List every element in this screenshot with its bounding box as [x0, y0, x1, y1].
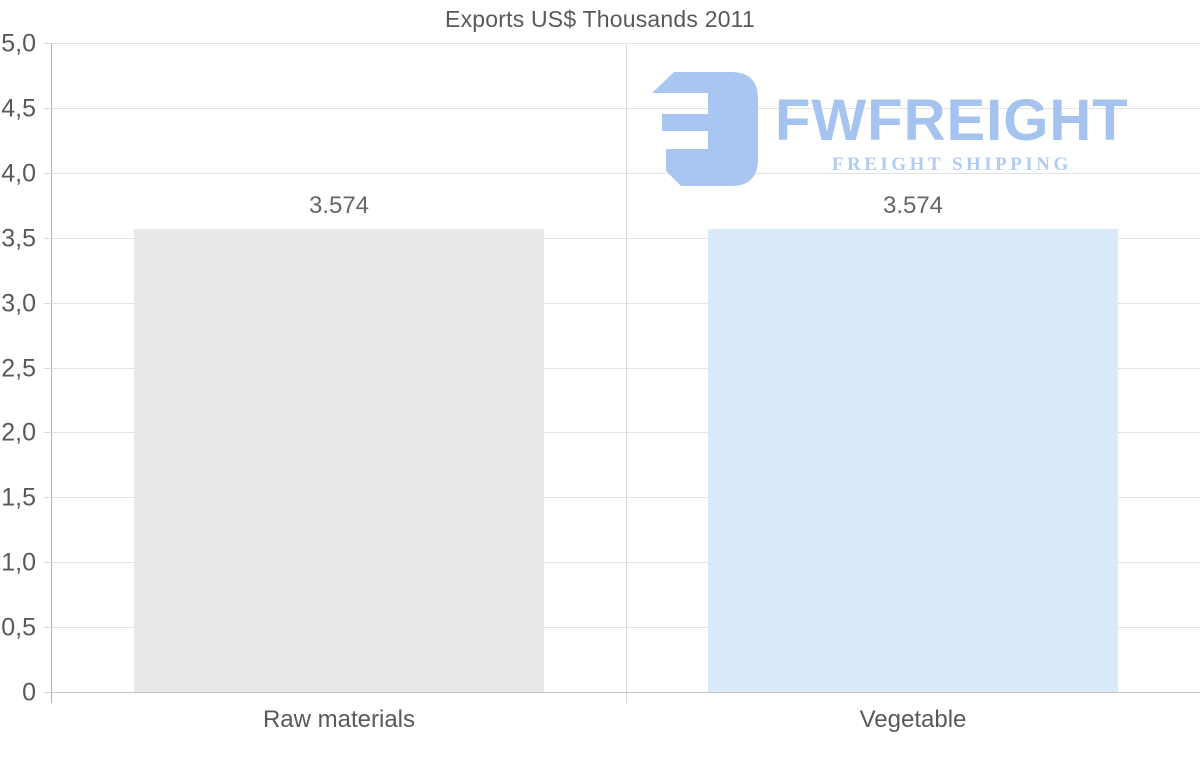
gridline	[52, 562, 1200, 564]
bars-row: 3.574 Raw materials 3.574 Vegetable	[52, 44, 1200, 733]
gridline	[52, 302, 1200, 304]
y-axis-tick-label: 5,0	[1, 29, 36, 58]
y-axis-tickmark	[44, 367, 52, 369]
y-axis-tick-label: 1,0	[1, 548, 36, 577]
y-axis-tick-label: 3,5	[1, 224, 36, 253]
y-axis-tick-label: 3,0	[1, 289, 36, 318]
gridline	[52, 237, 1200, 239]
gridline	[52, 627, 1200, 629]
category-label: Vegetable	[859, 706, 967, 733]
y-axis-tickmark	[44, 432, 52, 434]
y-axis-tick-label: 2,0	[1, 418, 36, 447]
y-axis-tick-label: 0,5	[1, 613, 36, 642]
gridline	[52, 432, 1200, 434]
bar	[133, 229, 545, 693]
y-axis-tickmark	[44, 302, 52, 304]
gridline	[52, 107, 1200, 109]
y-axis-tickmark	[44, 562, 52, 564]
y-axis-line	[51, 44, 52, 703]
category-raw-materials: 3.574 Raw materials	[52, 44, 626, 733]
y-axis-tick-label: 2,5	[1, 354, 36, 382]
gridline	[52, 497, 1200, 499]
category-divider-line	[626, 44, 627, 703]
y-axis-tickmark	[44, 237, 52, 239]
gridline	[52, 172, 1200, 174]
y-axis-tickmark	[44, 43, 52, 44]
y-axis-tickmark	[44, 692, 52, 693]
y-axis-tick-label: 0	[22, 678, 36, 707]
y-axis-tickmark	[44, 107, 52, 109]
value-label: 3.574	[882, 192, 944, 220]
plot-area: 3.574 Raw materials 3.574 Vegetable	[44, 43, 1200, 733]
category-label: Raw materials	[262, 706, 416, 733]
category-vegetable: 3.574 Vegetable	[626, 44, 1200, 733]
y-axis-tick-label: 4,0	[1, 159, 36, 188]
y-axis-labels: 0 0,5 1,0 1,5 2,0 2,5 3,0 3,5 4,0 4,5 5,0	[0, 30, 44, 707]
value-label: 3.574	[308, 192, 370, 220]
y-axis-tickmark	[44, 172, 52, 174]
x-axis-line	[52, 692, 1200, 693]
y-axis-tickmark	[44, 627, 52, 629]
y-axis-tick-label: 1,5	[1, 483, 36, 512]
gridline	[52, 367, 1200, 369]
bar	[707, 229, 1119, 693]
y-axis-tickmark	[44, 497, 52, 499]
chart-title: Exports US$ Thousands 2011	[445, 6, 755, 32]
gridline	[52, 43, 1200, 44]
y-axis-tick-label: 4,5	[1, 94, 36, 123]
